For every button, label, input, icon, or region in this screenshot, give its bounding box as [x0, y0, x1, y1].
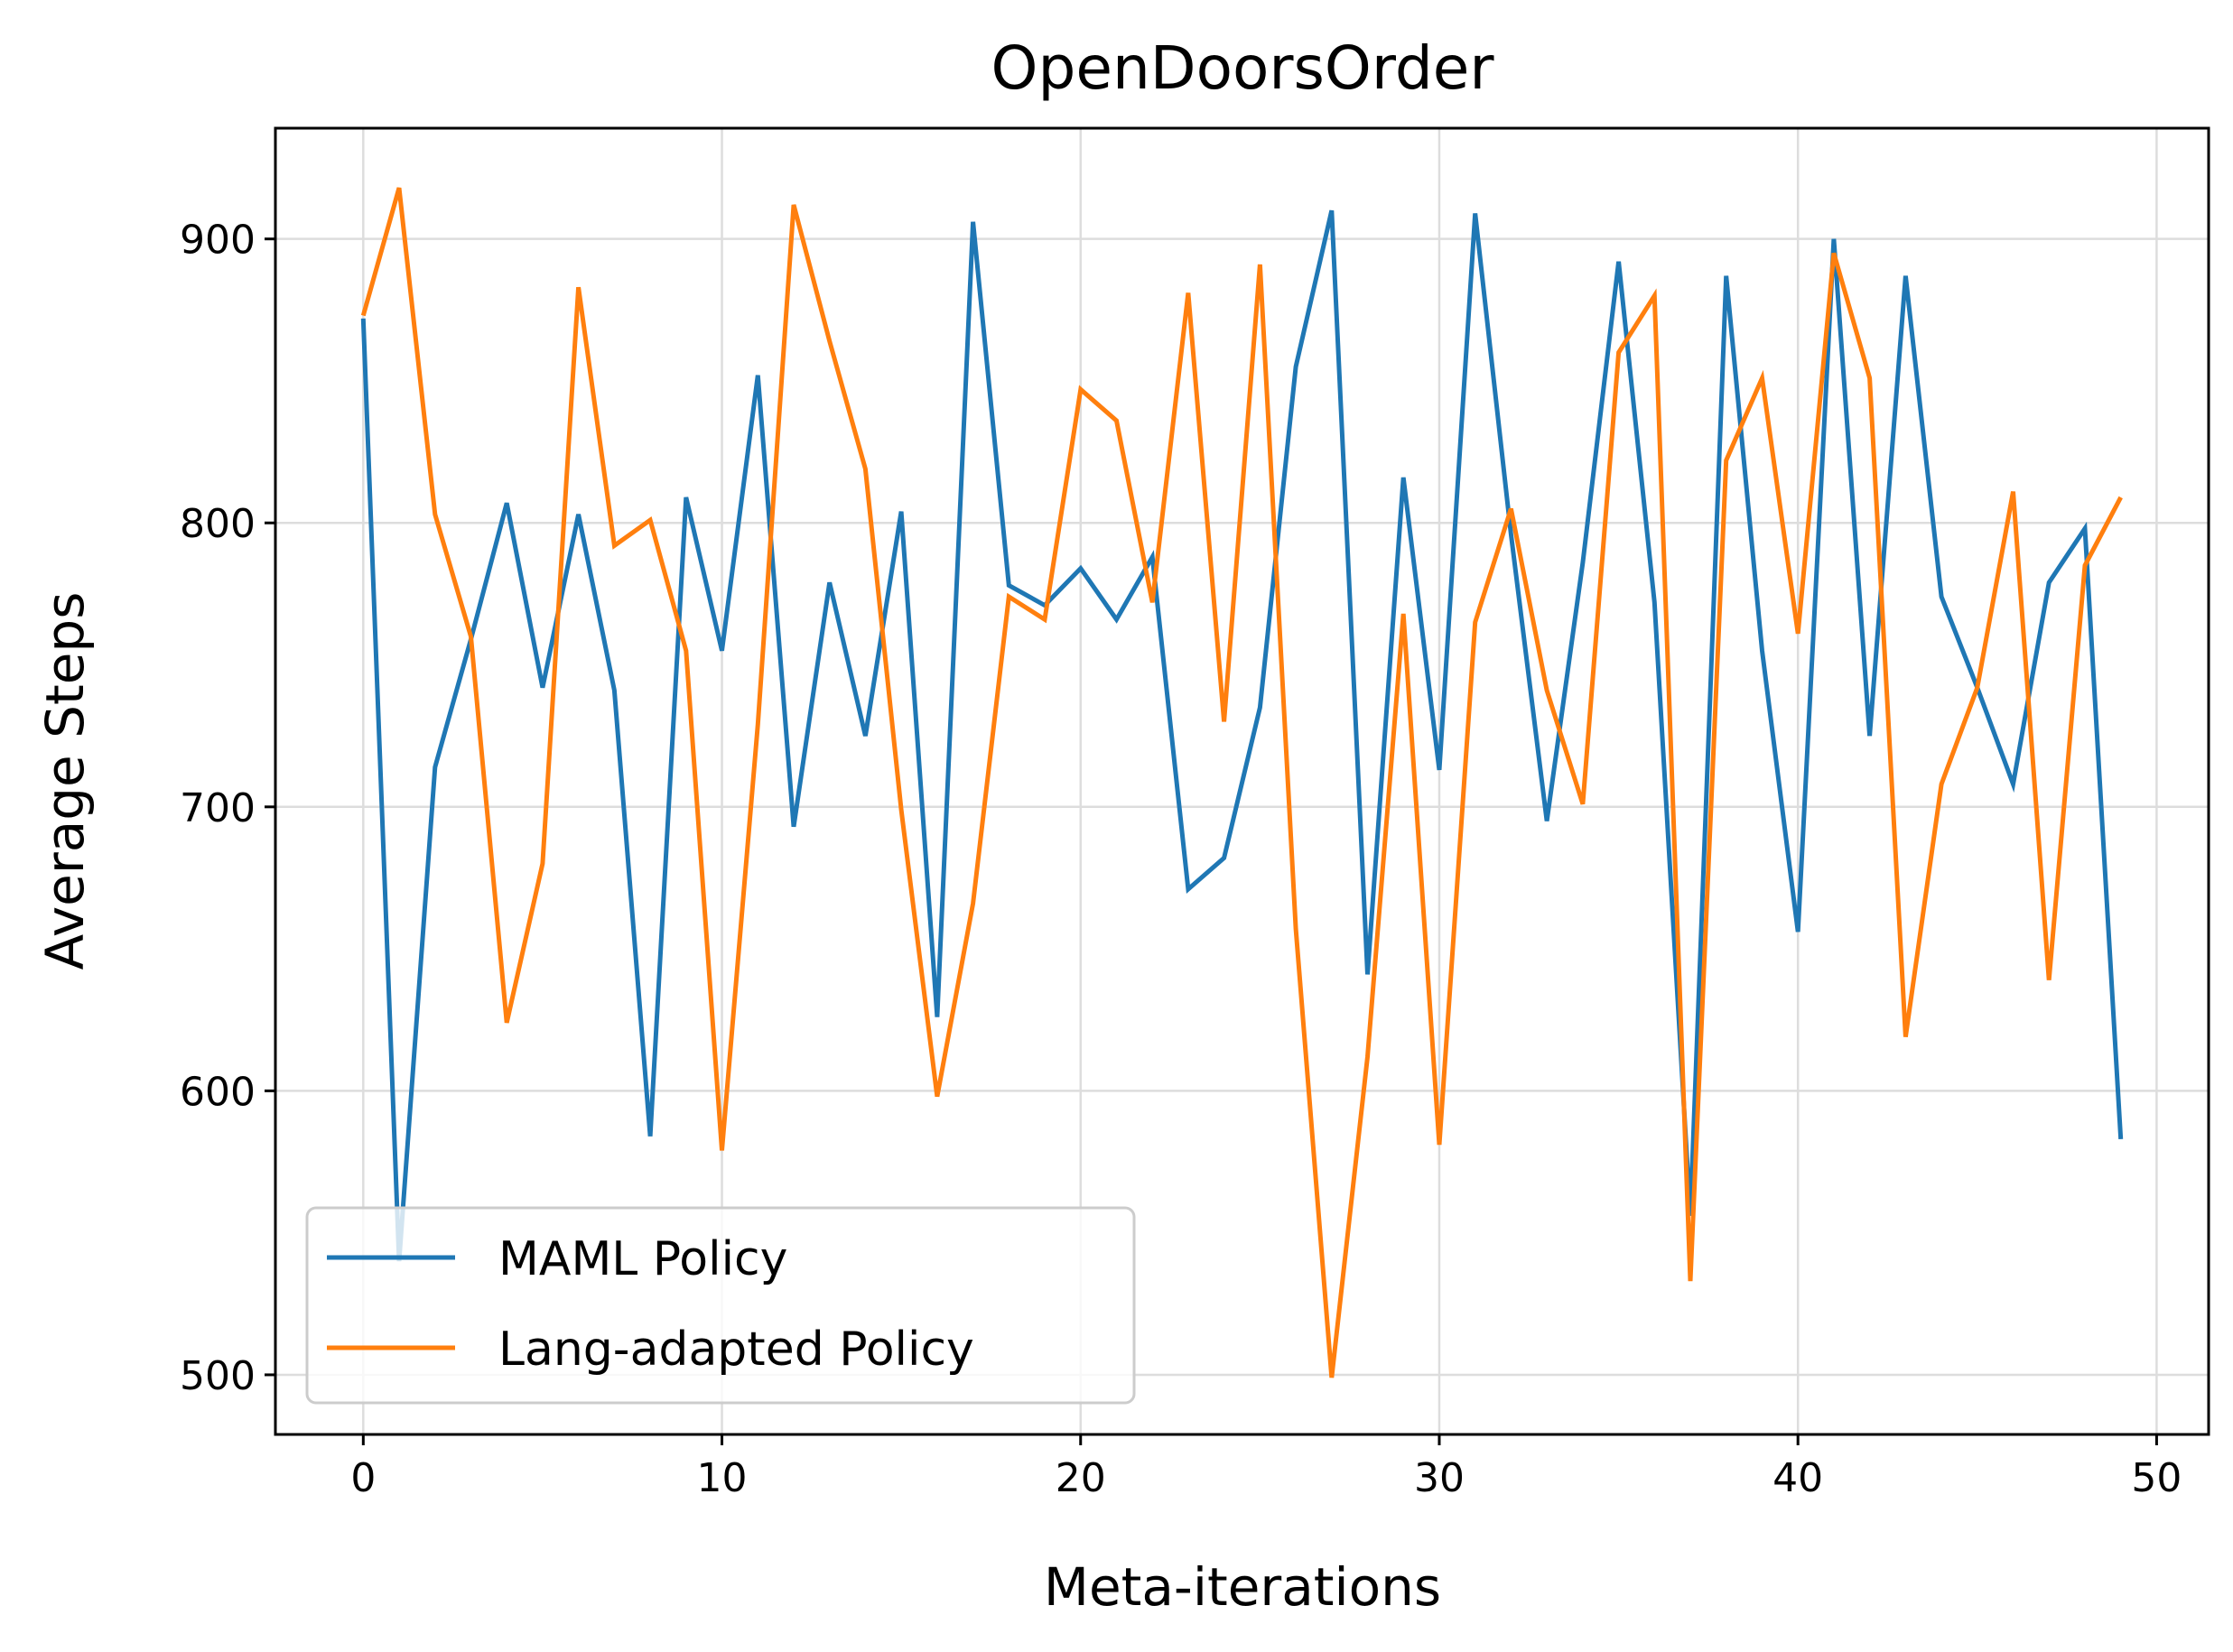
x-tick-label: 0	[350, 1455, 376, 1501]
y-tick-label: 600	[180, 1069, 256, 1115]
legend-label-maml: MAML Policy	[498, 1232, 787, 1286]
x-tick-label: 50	[2131, 1455, 2182, 1501]
y-tick-label: 500	[180, 1353, 256, 1399]
y-tick-label: 900	[180, 218, 256, 264]
series-lines	[360, 187, 2124, 1378]
series-line-maml	[360, 209, 2124, 1262]
legend: MAML Policy Lang-adapted Policy	[305, 1206, 1136, 1405]
y-axis-title: Average Steps	[34, 592, 96, 970]
y-tick-label: 800	[180, 501, 256, 547]
plot-area-frame	[274, 126, 2210, 1436]
legend-box	[305, 1206, 1136, 1405]
x-tick-label: 10	[697, 1455, 748, 1501]
x-tick-label: 30	[1414, 1455, 1465, 1501]
x-tick-label: 20	[1056, 1455, 1106, 1501]
chart-title: OpenDoorsOrder	[991, 33, 1495, 103]
legend-label-lang-adapted: Lang-adapted Policy	[498, 1323, 974, 1377]
series-line-lang-adapted	[360, 187, 2123, 1378]
y-tick-label: 700	[180, 785, 256, 831]
x-axis-title: Meta-iterations	[1044, 1556, 1441, 1618]
ticks: 0 10 20 30 40 50 500 600 700 800 900	[180, 218, 2182, 1501]
x-tick-label: 40	[1772, 1455, 1823, 1501]
